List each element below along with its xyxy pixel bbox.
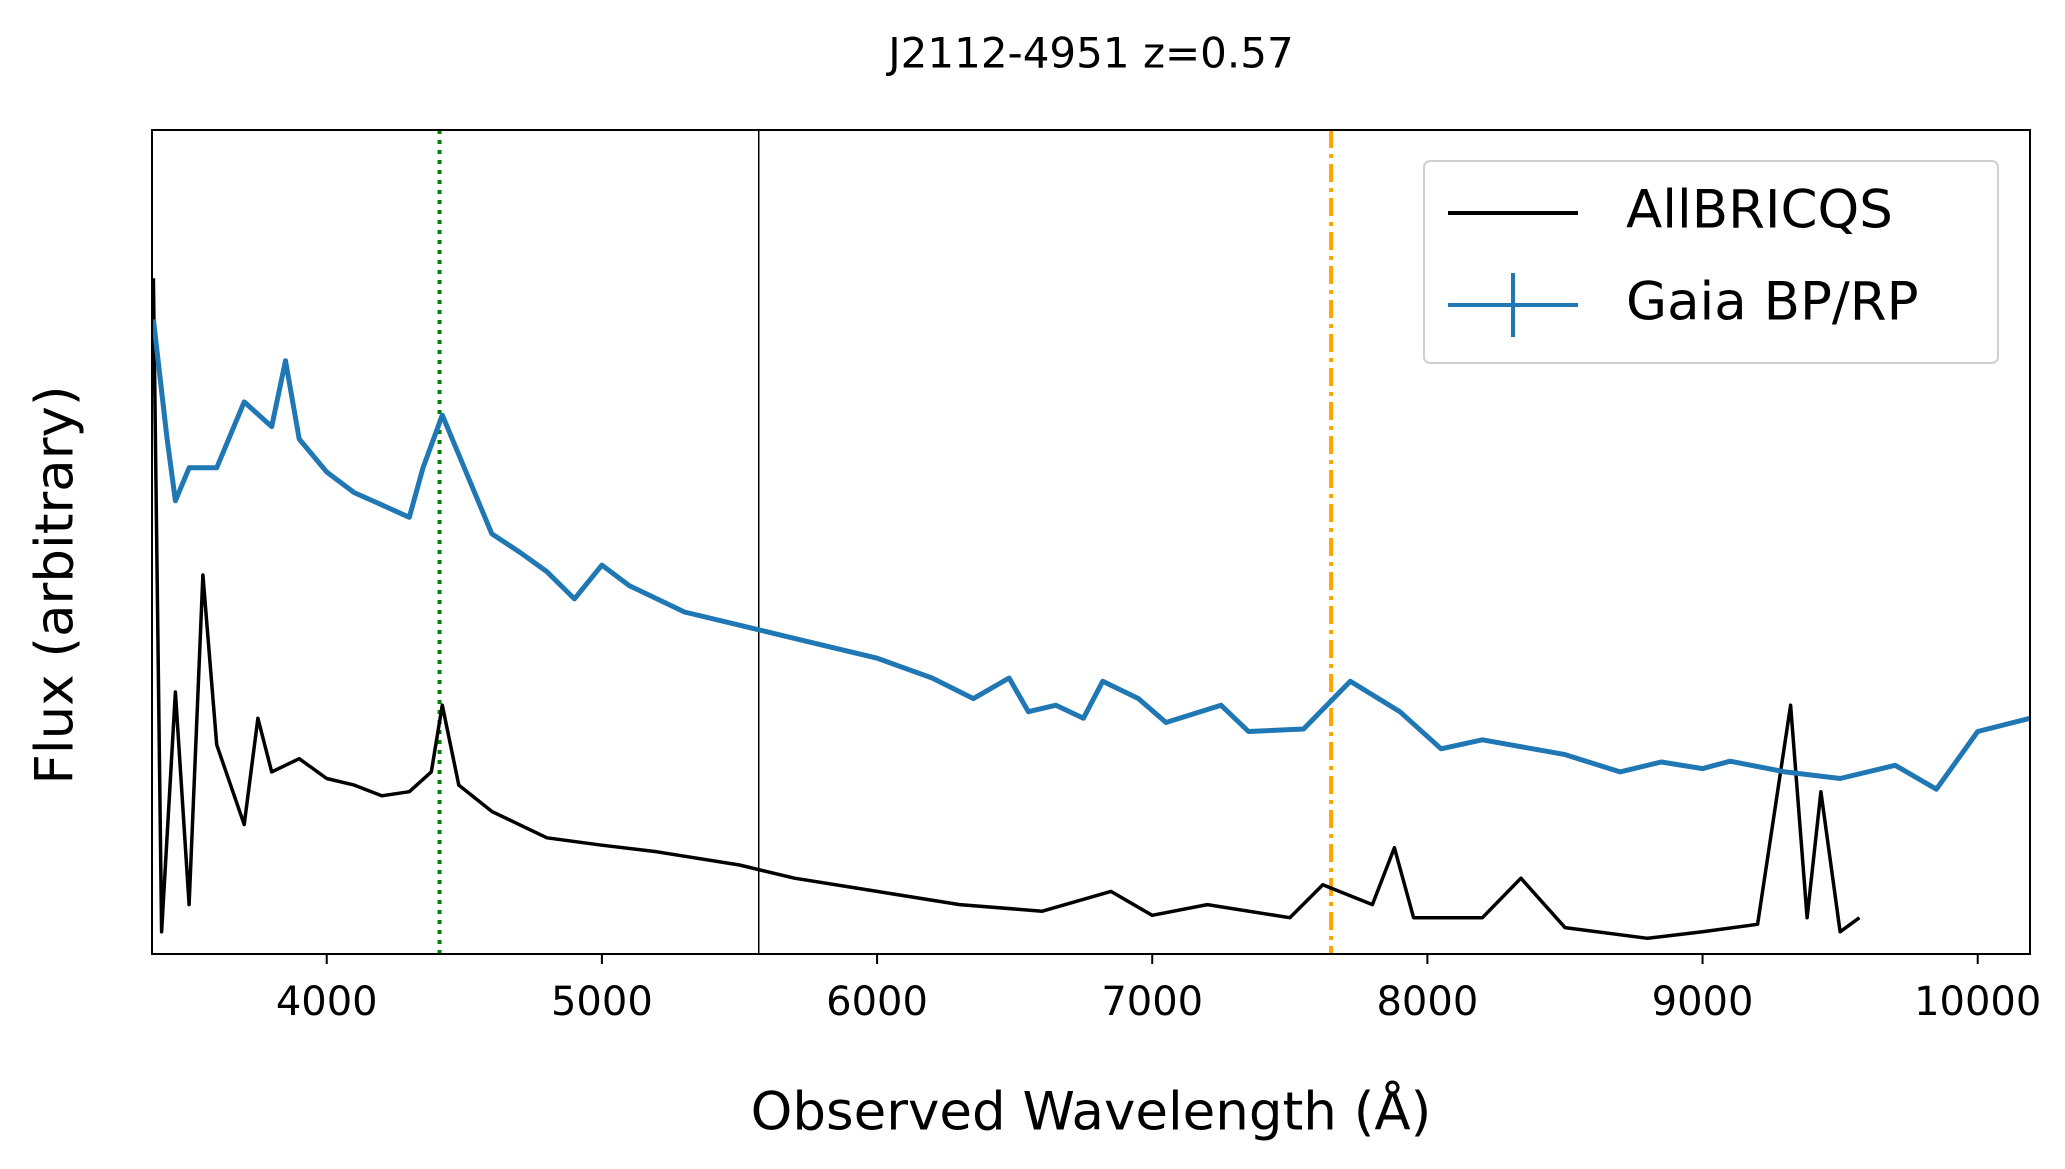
x-tick-label: 5000 — [551, 979, 653, 1025]
series-line — [152, 319, 2030, 792]
chart-title: J2112-4951 z=0.57 — [885, 29, 1293, 78]
x-tick-label: 9000 — [1652, 979, 1754, 1025]
x-tick-label: 7000 — [1101, 979, 1203, 1025]
legend-label: AllBRICQS — [1626, 180, 1893, 241]
legend-label: Gaia BP/RP — [1626, 272, 1919, 333]
x-tick-label: 6000 — [826, 979, 928, 1025]
y-axis-label: Flux (arbitrary) — [25, 385, 86, 784]
x-tick-label: 4000 — [276, 979, 378, 1025]
series-line — [152, 278, 1861, 941]
x-tick-label: 8000 — [1376, 979, 1478, 1025]
plot-frame — [151, 129, 2031, 955]
x-tick-label: 10000 — [1914, 979, 2041, 1025]
x-axis-label: Observed Wavelength (Å) — [751, 1079, 1432, 1143]
